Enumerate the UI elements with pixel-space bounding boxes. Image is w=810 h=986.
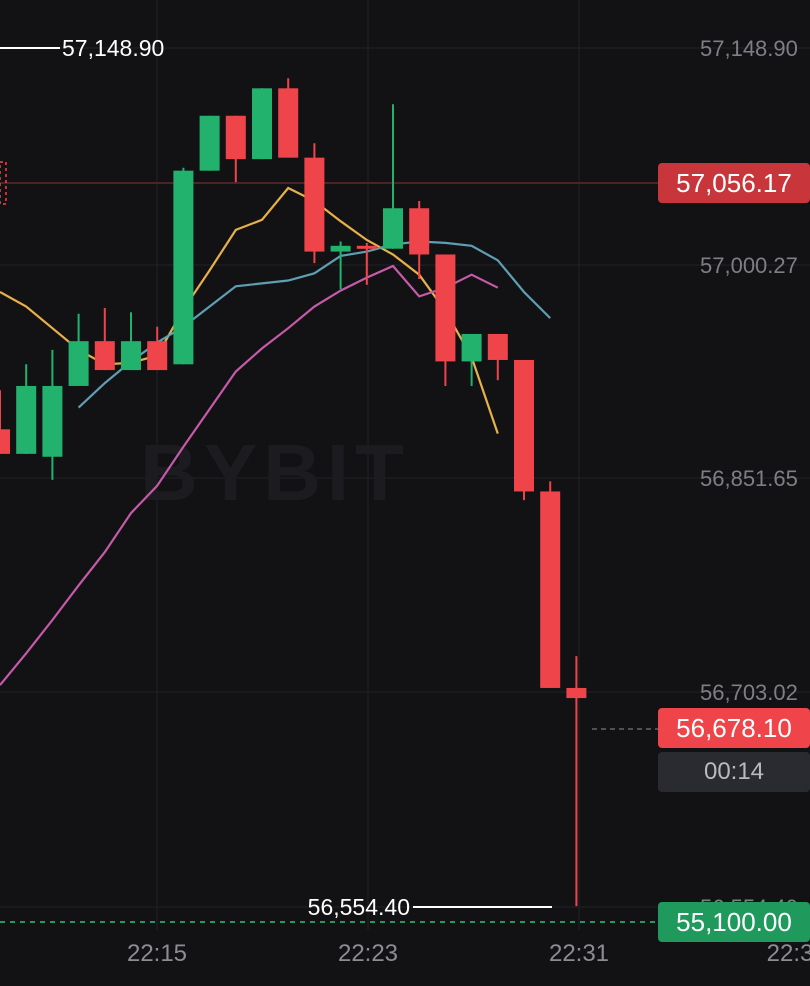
candle	[435, 254, 456, 386]
candle-body	[225, 115, 246, 160]
candle	[147, 326, 168, 371]
candle-body	[121, 341, 141, 371]
candle-body	[409, 208, 430, 255]
order-price-tag[interactable]: 57,056.17	[658, 163, 810, 203]
price-tick-label: 56,703.02	[700, 680, 798, 705]
candle	[42, 349, 63, 480]
candle	[356, 242, 377, 285]
time-tick-label: 22:31	[549, 940, 609, 967]
candle-body	[540, 491, 561, 688]
candle-body	[461, 333, 482, 362]
alert-price-tag[interactable]: 55,100.00	[658, 902, 810, 942]
candle	[173, 167, 194, 365]
time-tick-label: 22:3	[767, 940, 810, 967]
candle	[0, 390, 10, 454]
candle-body	[199, 115, 220, 171]
ma-line-3	[0, 264, 499, 686]
candle-body	[94, 341, 115, 371]
time-axis: 22:15 22:23 22:31 22:3	[127, 940, 810, 967]
candles	[0, 78, 587, 907]
candle	[304, 143, 325, 264]
chart-grid	[0, 0, 810, 930]
candle	[566, 656, 587, 907]
candle-body	[16, 385, 37, 454]
candle-body	[68, 341, 89, 386]
candle-body	[173, 170, 194, 365]
candle	[199, 115, 220, 171]
candle	[278, 78, 299, 158]
candle-body	[330, 245, 351, 252]
candle-body	[252, 88, 272, 160]
candle	[68, 313, 89, 386]
candle-body	[42, 385, 63, 457]
time-tick-label: 22:23	[338, 940, 398, 967]
low-marker-label: 56,554.40	[308, 894, 410, 920]
candle-body	[278, 88, 299, 158]
price-tick-label: 57,000.27	[700, 253, 798, 278]
candle-body	[356, 245, 377, 249]
time-tick-label: 22:15	[127, 940, 187, 967]
candle	[409, 201, 430, 280]
order-line-handle[interactable]	[0, 161, 7, 205]
candle-body	[147, 341, 168, 371]
candle-body	[487, 333, 508, 360]
candle	[121, 312, 141, 371]
candle-body	[435, 254, 456, 362]
candle	[487, 333, 508, 381]
candle-body	[383, 208, 403, 249]
candle	[252, 88, 272, 160]
candle	[16, 364, 37, 454]
countdown-timer: 00:14	[658, 752, 810, 792]
candle-body	[304, 157, 325, 252]
candle	[225, 115, 246, 183]
high-marker-label: 57,148.90	[62, 35, 164, 61]
candle	[383, 104, 403, 249]
price-tick-label: 56,851.65	[700, 466, 798, 491]
candle	[540, 481, 561, 688]
candle	[461, 333, 482, 386]
bybit-watermark: BYBIT	[140, 428, 410, 517]
candle-body	[514, 359, 534, 492]
candle-body	[566, 687, 587, 699]
candle	[514, 359, 534, 501]
candle	[330, 241, 351, 290]
candle-body	[0, 429, 10, 454]
last-price-tag: 56,678.10	[658, 708, 810, 748]
candle	[94, 307, 115, 371]
price-tick-label: 57,148.90	[700, 36, 798, 61]
